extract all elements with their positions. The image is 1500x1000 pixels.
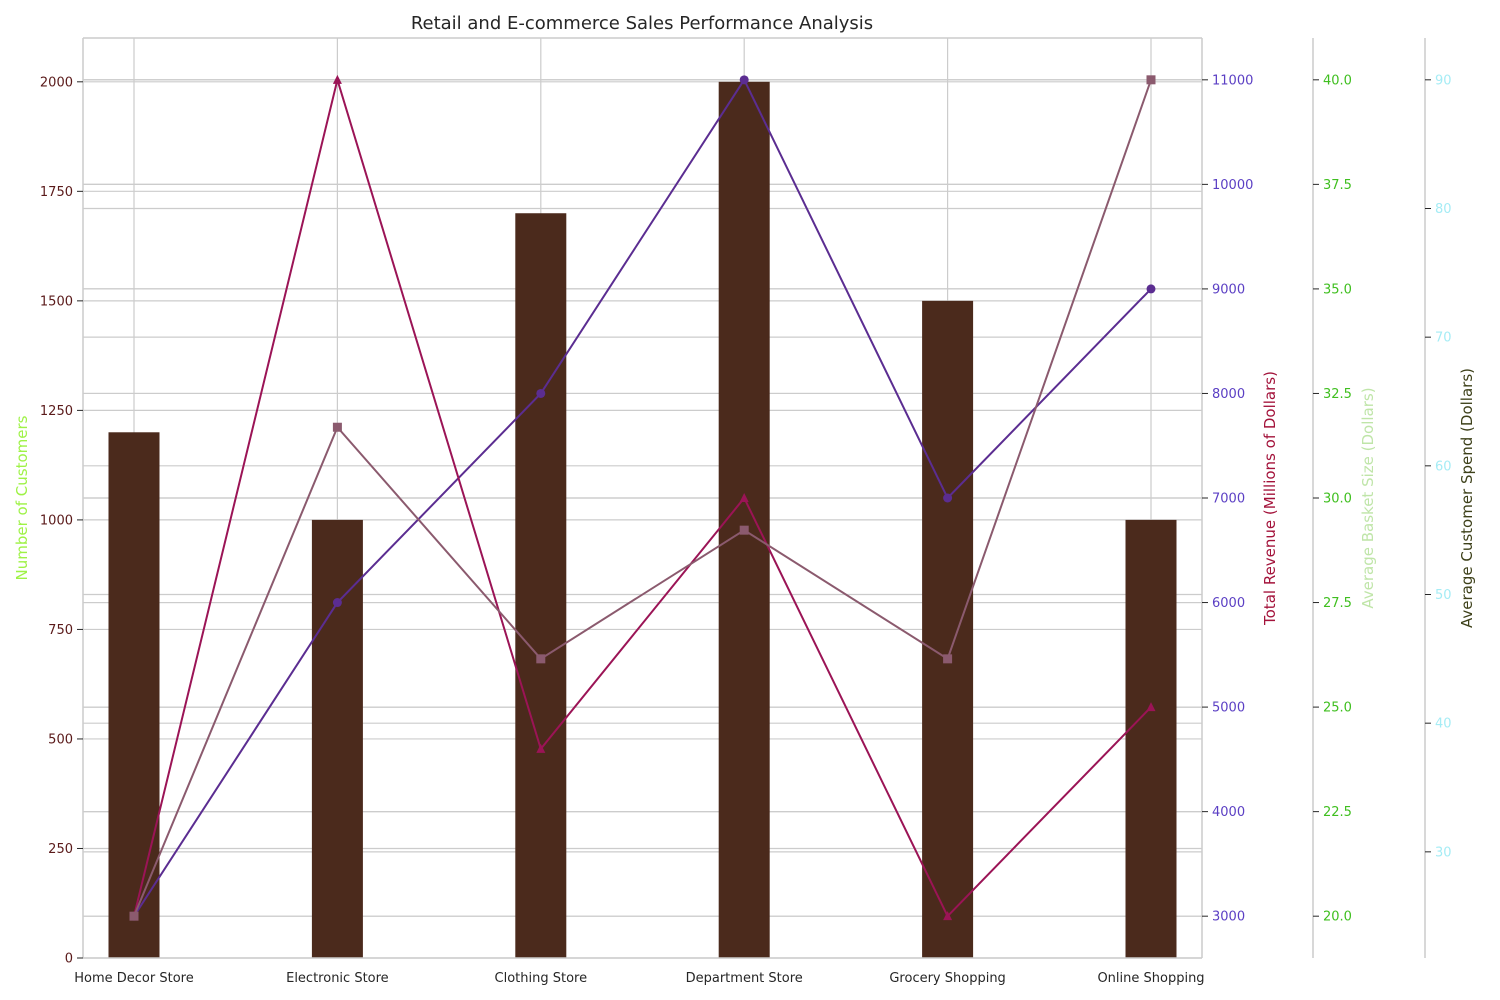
y-left-tick-label-6: 1500 [40,294,73,309]
y-basket-tick-label-8: 40.0 [1323,73,1352,88]
line-layer [129,74,1156,921]
x-tick-label-5: Online Shopping [1097,971,1204,986]
x-tick-label-2: Clothing Store [495,971,588,986]
point-basket-4 [943,911,953,921]
y-basket-tick-label-3: 27.5 [1323,596,1352,611]
y-left-tick-label-8: 2000 [40,75,73,90]
y-basket-tick-label-4: 30.0 [1323,492,1352,507]
y-left-tick-label-7: 1750 [40,185,73,200]
y-revenue-tick-label-6: 9000 [1212,282,1245,297]
y-spend-tick-label-3: 60 [1435,459,1452,474]
y-basket-axis-title: Average Basket Size (Dollars) [1359,387,1377,608]
point-revenue-5 [1146,284,1156,294]
bar-5 [1125,519,1177,958]
point-spend-1 [332,422,342,432]
y-revenue-tick-label-7: 10000 [1212,178,1253,193]
y-spend-tick-label-2: 50 [1435,588,1452,603]
y-revenue-tick-label-1: 4000 [1212,805,1245,820]
y-spend-axis-title: Average Customer Spend (Dollars) [1458,368,1476,628]
y-basket-tick-label-7: 37.5 [1323,178,1352,193]
y-basket-tick-label-2: 25.0 [1323,701,1352,716]
x-tick-label-0: Home Decor Store [74,971,193,986]
y-spend-tick-label-0: 30 [1435,845,1452,860]
y-spend-tick-label-5: 80 [1435,202,1452,217]
y-left-tick-label-3: 750 [48,623,73,638]
point-basket-3 [739,493,749,502]
y-spend-tick-label-1: 40 [1435,717,1452,732]
y-basket-tick-label-5: 32.5 [1323,387,1352,402]
y-spend-tick-label-4: 70 [1435,331,1452,346]
point-revenue-3 [739,75,749,85]
y-left-axis-title: Number of Customers [13,415,31,580]
point-revenue-1 [332,598,342,608]
point-revenue-2 [536,388,546,398]
bar-4 [922,300,974,958]
point-spend-3 [739,525,749,535]
x-tick-label-3: Department Store [686,971,803,986]
grid-layer [83,38,1202,959]
y-revenue-tick-label-3: 6000 [1212,596,1245,611]
series-line-basket [133,76,1152,918]
point-spend-4 [943,654,953,664]
y-left-tick-label-1: 250 [48,842,73,857]
series-line-revenue [133,77,1152,917]
y-revenue-tick-label-5: 8000 [1212,387,1245,402]
point-revenue-4 [943,493,953,503]
point-spend-0 [129,911,139,921]
chart-title: Retail and E-commerce Sales Performance … [411,13,873,34]
y-revenue-tick-label-4: 7000 [1212,492,1245,507]
y-left-tick-label-0: 0 [65,952,73,967]
y-revenue-axis-title: Total Revenue (Millions of Dollars) [1261,371,1279,626]
y-revenue-tick-label-2: 5000 [1212,701,1245,716]
axis-layer: Home Decor Store Electronic Store Clothing… [13,38,1476,986]
bar-2 [515,213,567,958]
point-basket-5 [1146,702,1156,712]
y-revenue-tick-label-8: 11000 [1212,73,1253,88]
y-left-tick-label-2: 500 [48,732,73,747]
point-spend-2 [536,654,546,664]
y-left-tick-label-4: 1000 [40,513,73,528]
point-basket-1 [332,74,342,84]
series-line-spend [133,79,1152,917]
x-tick-label-1: Electronic Store [286,971,389,986]
bar-0 [108,432,160,958]
y-basket-tick-label-1: 22.5 [1323,805,1352,820]
y-left-tick-label-5: 1250 [40,404,73,419]
bar-1 [311,519,363,958]
y-basket-tick-label-0: 20.0 [1323,910,1352,925]
y-basket-tick-label-6: 35.0 [1323,282,1352,297]
point-spend-5 [1146,75,1156,85]
y-revenue-tick-label-0: 3000 [1212,910,1245,925]
point-basket-2 [536,743,546,753]
y-spend-tick-label-6: 90 [1435,73,1452,88]
x-tick-label-4: Grocery Shopping [889,971,1005,986]
